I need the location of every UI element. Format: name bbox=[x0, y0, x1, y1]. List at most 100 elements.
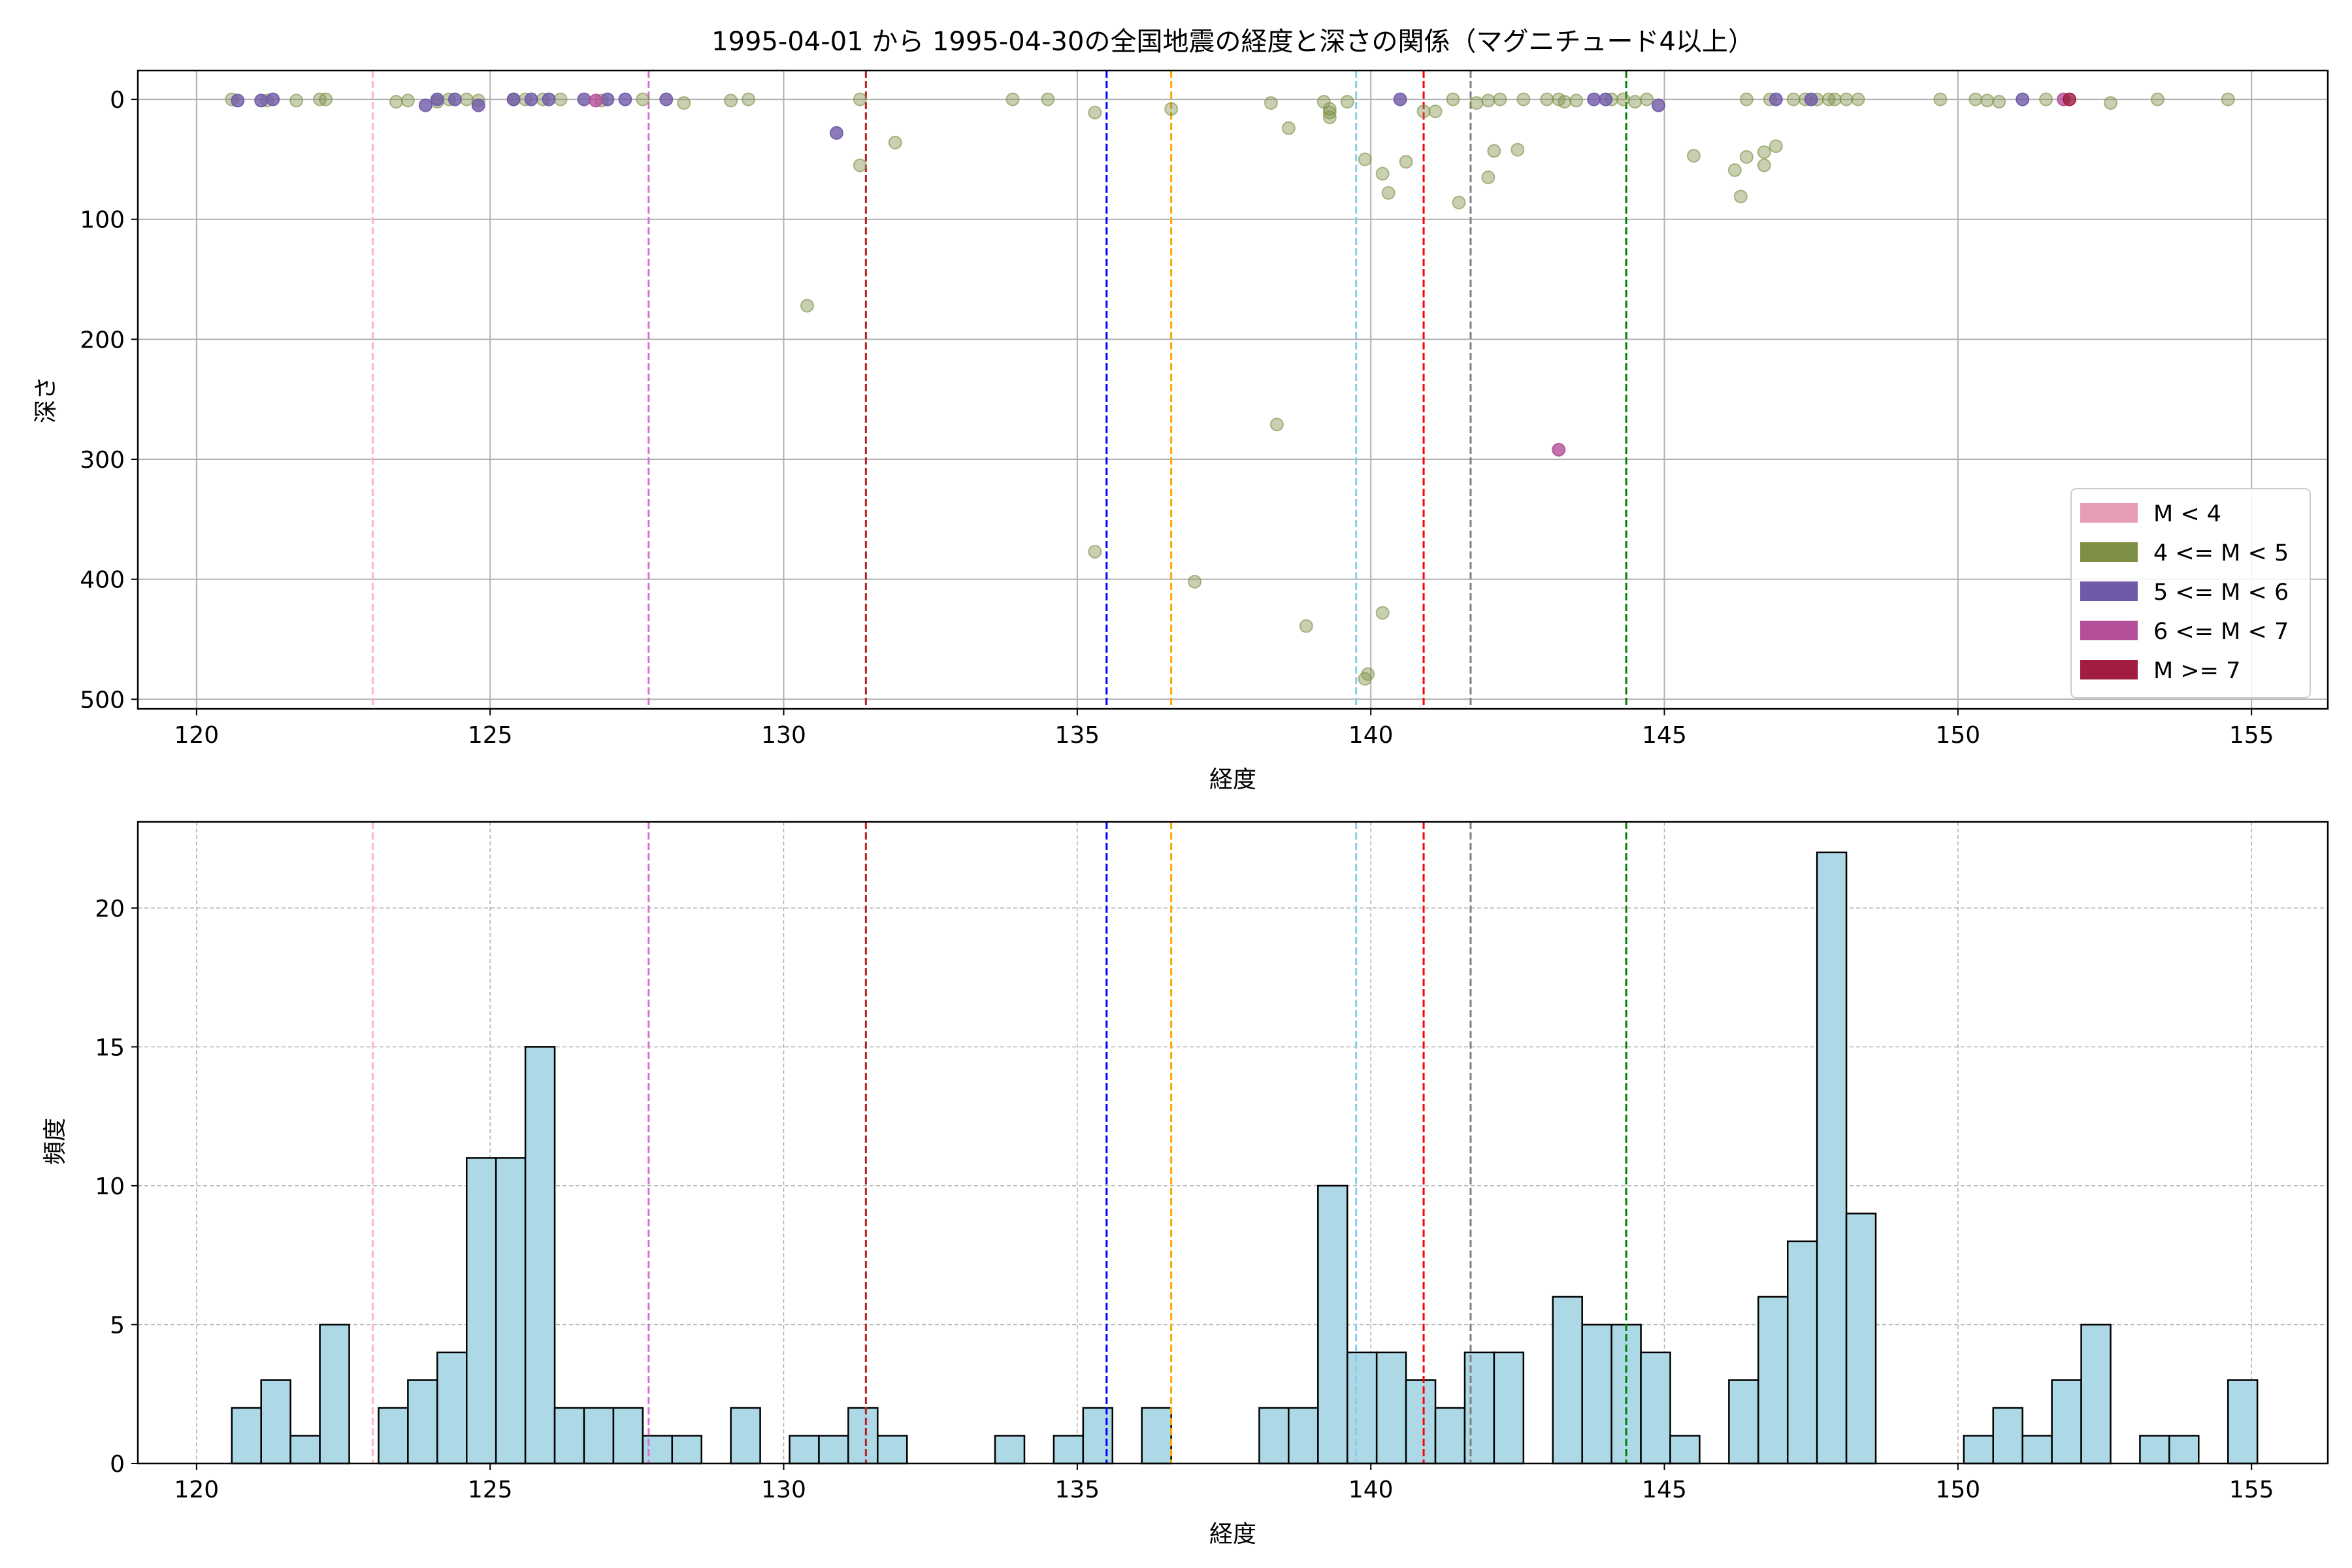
scatter-point bbox=[1980, 93, 1995, 108]
scatter-point bbox=[589, 93, 603, 108]
scatter-point bbox=[1393, 92, 1407, 106]
scatter-point bbox=[1540, 92, 1554, 106]
scatter-point bbox=[1804, 92, 1818, 106]
legend-items: M < 4 4 <= M < 5 5 <= M < 6 6 <= M < 7 M >= … bbox=[2080, 501, 2289, 684]
histogram-bar bbox=[1082, 1407, 1114, 1465]
scatter-point bbox=[1041, 92, 1055, 106]
scatter-point bbox=[1640, 92, 1654, 106]
histogram-x-tick-label: 130 bbox=[761, 1477, 806, 1503]
histogram-x-tick-label: 120 bbox=[174, 1477, 220, 1503]
histogram-bar bbox=[260, 1379, 291, 1465]
scatter-point bbox=[1005, 92, 1020, 106]
histogram-bar bbox=[847, 1407, 879, 1465]
histogram-bar bbox=[465, 1157, 497, 1465]
histogram-bar bbox=[1375, 1351, 1407, 1465]
histogram-bar bbox=[877, 1435, 908, 1465]
scatter-point bbox=[1727, 163, 1742, 177]
legend-label: 4 <= M < 5 bbox=[2153, 540, 2289, 566]
histogram-y-tick-label: 15 bbox=[95, 1034, 125, 1061]
histogram-bar bbox=[1728, 1379, 1759, 1465]
histogram-bar bbox=[231, 1407, 262, 1465]
scatter-point bbox=[1769, 92, 1783, 106]
histogram-x-tick-label: 145 bbox=[1642, 1477, 1687, 1503]
scatter-point bbox=[319, 92, 333, 106]
histogram-x-axis-label: 経度 bbox=[1209, 1521, 1256, 1548]
histogram-bar bbox=[1757, 1296, 1789, 1465]
scatter-point bbox=[853, 158, 867, 172]
scatter-gridlines bbox=[138, 71, 2328, 709]
scatter-point bbox=[1381, 186, 1396, 200]
scatter-point bbox=[542, 92, 556, 106]
histogram-bar bbox=[818, 1435, 849, 1465]
scatter-point bbox=[400, 93, 415, 108]
scatter-x-tick-label: 145 bbox=[1642, 722, 1687, 749]
scatter-point bbox=[1757, 145, 1771, 159]
scatter-point bbox=[1933, 92, 1948, 106]
histogram-bar bbox=[319, 1324, 350, 1465]
scatter-x-ticks: 120 125 130 135 140 145 150 155 bbox=[174, 709, 2274, 749]
scatter-point bbox=[1839, 92, 1854, 106]
scatter-point bbox=[1452, 195, 1466, 210]
scatter-point bbox=[1164, 102, 1179, 116]
histogram-bar bbox=[1493, 1351, 1525, 1465]
scatter-point bbox=[600, 92, 615, 106]
histogram-bar bbox=[1669, 1435, 1701, 1465]
scatter-x-tick-label: 140 bbox=[1348, 722, 1394, 749]
scatter-point bbox=[724, 93, 738, 108]
scatter-points bbox=[225, 92, 2235, 686]
legend-swatch bbox=[2080, 503, 2138, 523]
histogram-bar bbox=[1434, 1407, 1466, 1465]
scatter-x-tick-label: 135 bbox=[1054, 722, 1100, 749]
histogram-bar bbox=[289, 1435, 321, 1465]
scatter-point bbox=[2016, 92, 2030, 106]
histogram-bar bbox=[524, 1046, 556, 1465]
histogram-plot-frame bbox=[137, 821, 2329, 1465]
scatter-point bbox=[1757, 158, 1771, 172]
histogram-bar bbox=[994, 1435, 1026, 1465]
scatter-point bbox=[677, 96, 691, 110]
histogram-bar bbox=[2080, 1324, 2112, 1465]
scatter-point bbox=[2063, 92, 2077, 106]
scatter-point bbox=[1968, 92, 1983, 106]
scatter-point bbox=[1628, 95, 1642, 109]
scatter-point bbox=[1375, 167, 1390, 181]
scatter-point bbox=[506, 92, 521, 106]
histogram-bar bbox=[612, 1407, 644, 1465]
scatter-point bbox=[1827, 92, 1842, 106]
scatter-y-tick-label: 400 bbox=[80, 567, 125, 594]
scatter-point bbox=[1322, 105, 1337, 120]
scatter-x-tick-label: 155 bbox=[2229, 722, 2274, 749]
histogram-bar bbox=[2227, 1379, 2259, 1465]
scatter-point bbox=[1358, 152, 1372, 167]
scatter-y-ticks: 0 100 200 300 400 500 bbox=[80, 87, 138, 713]
scatter-point bbox=[1399, 155, 1413, 169]
scatter-x-tick-label: 120 bbox=[174, 722, 220, 749]
scatter-point bbox=[1269, 417, 1284, 432]
scatter-point bbox=[266, 92, 280, 106]
scatter-reference-lines bbox=[371, 71, 1627, 709]
legend-label: M < 4 bbox=[2153, 501, 2221, 527]
histogram-x-ticks: 120 125 130 135 140 145 150 155 bbox=[174, 1463, 2274, 1503]
histogram-bar bbox=[1258, 1407, 1290, 1465]
legend-frame bbox=[2070, 488, 2311, 698]
scatter-y-tick-label: 500 bbox=[80, 687, 125, 713]
scatter-x-tick-label: 130 bbox=[761, 722, 806, 749]
scatter-point bbox=[1281, 121, 1296, 135]
legend-swatch bbox=[2080, 621, 2138, 640]
scatter-point bbox=[2150, 92, 2164, 106]
scatter-point bbox=[1361, 667, 1375, 681]
histogram-y-tick-label: 20 bbox=[95, 896, 125, 923]
scatter-point bbox=[1769, 139, 1783, 154]
scatter-point bbox=[1739, 150, 1754, 164]
scatter-point bbox=[524, 92, 538, 106]
scatter-point bbox=[1299, 619, 1313, 633]
histogram-bar bbox=[553, 1407, 585, 1465]
scatter-y-tick-label: 300 bbox=[80, 447, 125, 474]
scatter-point bbox=[1686, 148, 1701, 163]
scatter-point bbox=[471, 98, 485, 112]
histogram-x-tick-label: 140 bbox=[1348, 1477, 1394, 1503]
scatter-point bbox=[1733, 189, 1748, 204]
scatter-point bbox=[1511, 142, 1525, 157]
legend-swatch bbox=[2080, 542, 2138, 562]
